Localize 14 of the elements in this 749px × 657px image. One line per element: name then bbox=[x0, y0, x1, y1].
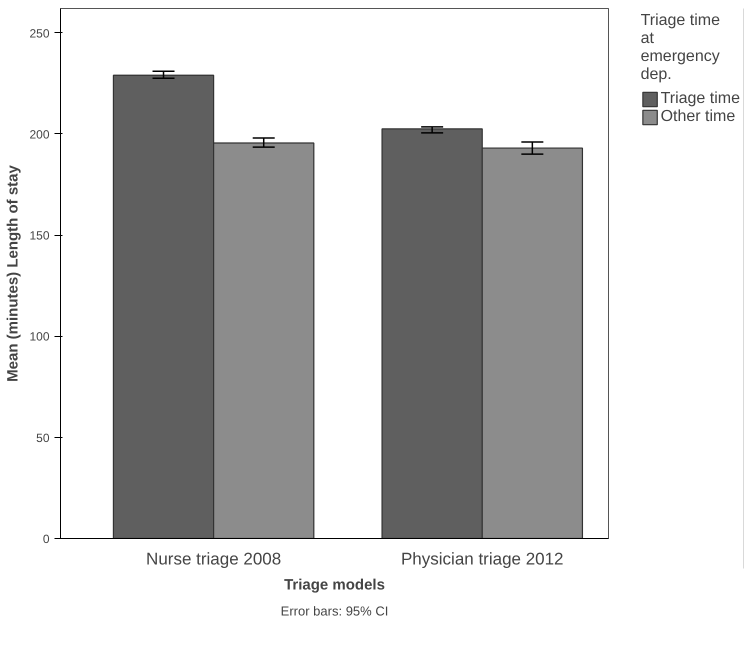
y-tick-label: 150 bbox=[29, 228, 50, 243]
text: Error bars: 95% CI bbox=[280, 604, 388, 618]
legend-label: Other time bbox=[660, 108, 736, 126]
x-axis-title: Triage models bbox=[284, 576, 385, 594]
y-tick-label: 200 bbox=[29, 127, 50, 142]
legend-title: Triage time at emergency dep. bbox=[640, 12, 721, 84]
x-tick-label: Physician triage 2012 bbox=[400, 550, 564, 568]
y-tick-label: 250 bbox=[29, 26, 50, 40]
y-tick-label: 50 bbox=[36, 430, 50, 445]
x-tick-label: Nurse triage 2008 bbox=[146, 550, 282, 568]
y-axis-title: Mean (minutes) Length of stay bbox=[4, 164, 22, 382]
y-tick-label: 0 bbox=[42, 532, 50, 546]
y-tick-label: 100 bbox=[29, 330, 50, 344]
legend-label: Triage time bbox=[660, 90, 740, 108]
